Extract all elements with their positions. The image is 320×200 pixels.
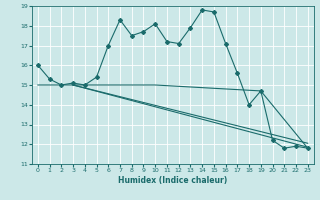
X-axis label: Humidex (Indice chaleur): Humidex (Indice chaleur) [118, 176, 228, 185]
